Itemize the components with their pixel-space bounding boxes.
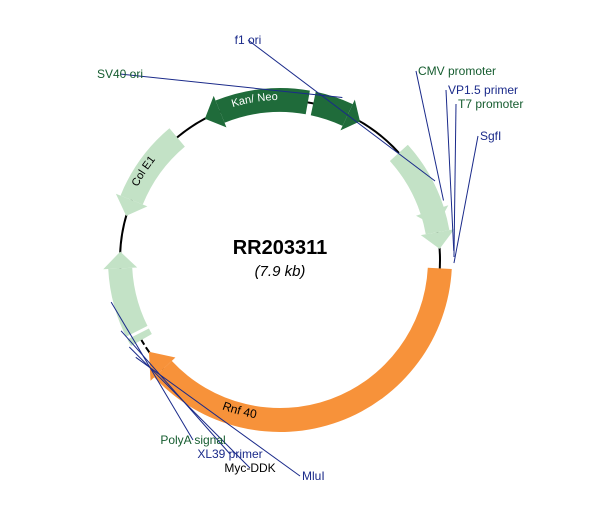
feature-label: T7 promoter: [458, 97, 523, 111]
feature-label: XL39 primer: [197, 447, 262, 461]
feature-label: VP1.5 primer: [448, 83, 518, 97]
leader-3: [454, 136, 478, 263]
feature-label: f1 ori: [235, 33, 262, 47]
feature-label: PolyA signal: [160, 433, 225, 447]
feature-label: SV40 ori: [97, 67, 143, 81]
plasmid-size: (7.9 kb): [255, 263, 306, 280]
feature-label: SgfI: [480, 129, 501, 143]
plasmid-name: RR203311: [233, 237, 328, 259]
segment-f1ori: [390, 145, 444, 214]
feature-label: CMV promoter: [418, 64, 496, 78]
feature-label: Myc-DDK: [224, 461, 275, 475]
segment-polya-arrow: [103, 252, 137, 270]
segment-rnf40: [154, 268, 452, 432]
leader-2: [454, 104, 456, 257]
feature-label: MluI: [302, 469, 325, 483]
plasmid-map: Rnf 40Col E1Kan/ NeoCMV promoterVP1.5 pr…: [0, 0, 600, 512]
